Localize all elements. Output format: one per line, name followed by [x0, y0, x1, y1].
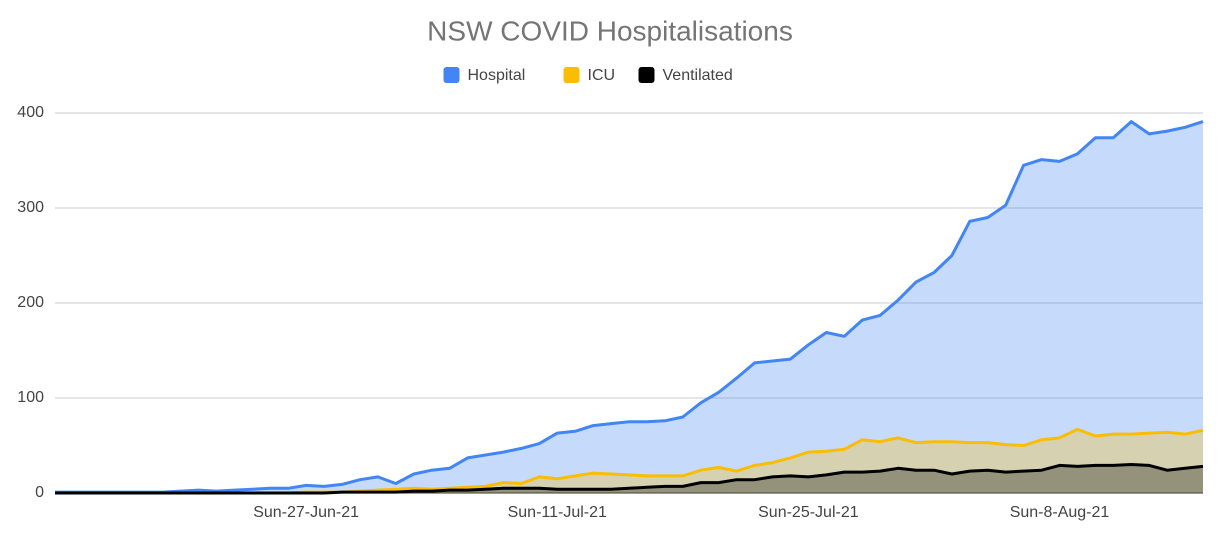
x-tick-label: Sun-8-Aug-21	[1010, 504, 1110, 521]
x-tick-label: Sun-25-Jul-21	[758, 504, 859, 521]
chart-title: NSW COVID Hospitalisations	[427, 15, 793, 46]
x-tick-label: Sun-27-Jun-21	[253, 504, 359, 521]
line	[55, 120, 1204, 494]
legend-label: Hospital	[468, 67, 526, 84]
legend-label: ICU	[588, 67, 616, 84]
y-tick-label: 100	[17, 389, 44, 406]
legend-label: Ventilated	[663, 67, 733, 84]
legend-swatch	[638, 67, 655, 83]
line	[55, 463, 1204, 495]
area	[55, 429, 1203, 493]
area	[55, 121, 1203, 493]
x-tick-label: Sun-11-Jul-21	[508, 504, 607, 521]
y-tick-label: 300	[17, 199, 44, 216]
legend-swatch	[443, 67, 460, 83]
legend-swatch	[563, 67, 580, 83]
y-tick-label: 0	[35, 484, 44, 501]
y-tick-label: 200	[17, 294, 44, 311]
y-tick-label: 400	[17, 104, 44, 121]
